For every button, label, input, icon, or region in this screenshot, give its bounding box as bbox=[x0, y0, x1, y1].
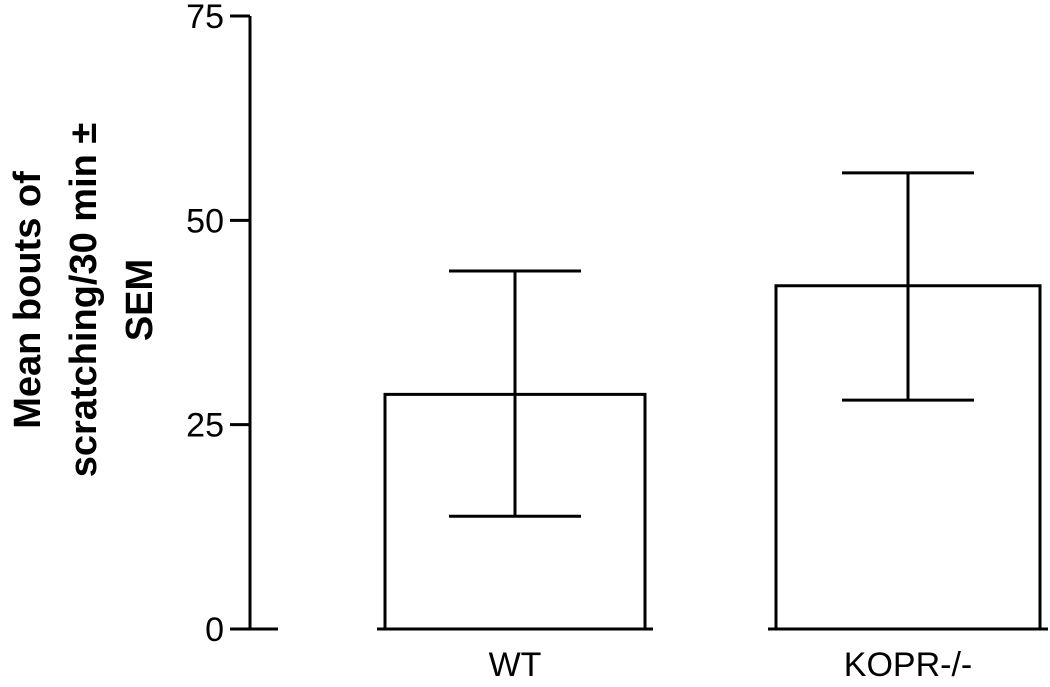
bar-wt bbox=[377, 269, 653, 631]
y-tick-label: 25 bbox=[186, 407, 224, 445]
y-axis-label-line2: scratching/30 min ± bbox=[63, 123, 105, 478]
y-axis-label-line3: SEM bbox=[119, 259, 161, 341]
y-axis-label-line1: Mean bouts of bbox=[7, 171, 49, 429]
y-tick-label: 0 bbox=[205, 611, 224, 649]
bar-kopr- bbox=[768, 171, 1048, 631]
y-axis-label: Mean bouts of scratching/30 min ± SEM bbox=[7, 123, 161, 478]
y-axis: 0 25 50 75 bbox=[186, 0, 278, 649]
y-tick-label: 50 bbox=[186, 202, 224, 240]
y-tick-label: 75 bbox=[186, 0, 224, 36]
x-tick-label: KOPR-/- bbox=[844, 646, 972, 684]
x-axis-labels: WT KOPR-/- bbox=[489, 646, 973, 684]
x-tick-label: WT bbox=[489, 646, 542, 684]
bars bbox=[377, 171, 1048, 631]
